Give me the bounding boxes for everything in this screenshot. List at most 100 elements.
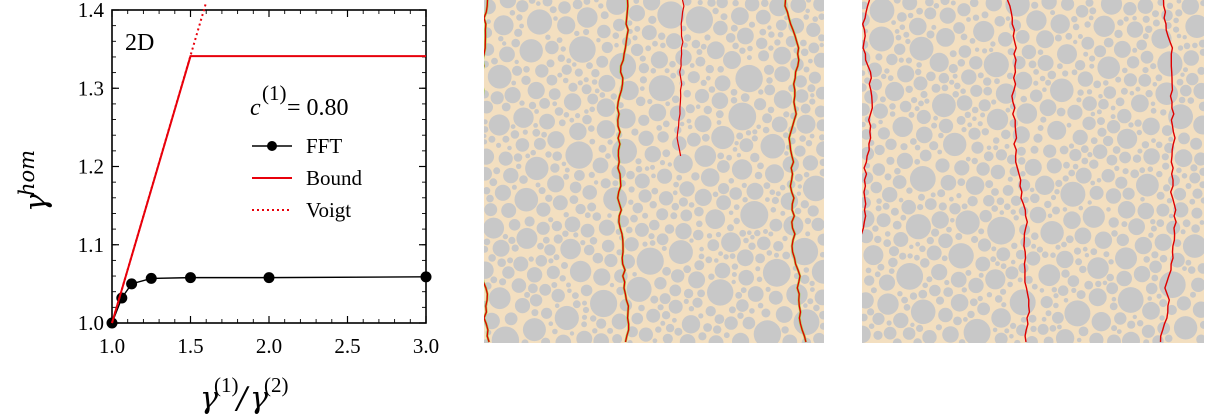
inclusion — [1009, 19, 1022, 32]
inclusion — [486, 19, 491, 24]
inclusion — [695, 104, 701, 109]
inclusion — [712, 7, 719, 15]
inclusion — [644, 166, 650, 171]
inclusion — [577, 80, 583, 86]
inclusion — [819, 158, 824, 167]
inclusion — [1117, 128, 1138, 149]
inclusion — [794, 145, 806, 157]
inclusion — [1117, 108, 1132, 124]
inclusion — [937, 149, 943, 155]
inclusion — [649, 219, 660, 231]
inclusion — [504, 312, 518, 326]
inclusion — [535, 182, 541, 188]
inclusion — [632, 202, 644, 214]
inclusion — [916, 324, 924, 332]
inclusion — [796, 191, 802, 196]
inclusion — [484, 133, 487, 139]
inclusion — [929, 284, 941, 297]
inclusion — [1111, 325, 1118, 332]
inclusion — [819, 251, 824, 258]
inclusion — [743, 237, 749, 244]
inclusion — [1091, 312, 1112, 332]
series-line-voigt — [111, 1, 208, 324]
inclusion — [667, 162, 672, 167]
inclusion — [656, 233, 669, 246]
inclusion — [740, 93, 750, 102]
inclusion — [671, 95, 680, 104]
inclusion — [523, 66, 530, 73]
inclusion — [1200, 0, 1204, 7]
inclusion — [771, 116, 788, 133]
inclusion — [1106, 282, 1119, 295]
inclusion — [604, 253, 618, 268]
inclusion — [991, 205, 998, 212]
crack-path — [1006, 0, 1031, 343]
inclusion — [530, 149, 536, 156]
inclusion — [1174, 149, 1193, 168]
inclusion — [872, 103, 889, 119]
inclusion — [736, 249, 754, 267]
inclusion — [803, 14, 809, 20]
inclusion — [763, 64, 775, 75]
inclusion — [887, 75, 894, 81]
x-tick-label: 1.0 — [99, 334, 125, 358]
inclusion — [736, 299, 749, 312]
inclusion — [516, 0, 529, 13]
inclusion — [1040, 296, 1053, 309]
inclusion — [1164, 334, 1173, 343]
inclusion — [514, 298, 531, 314]
inclusion — [557, 72, 563, 78]
inclusion — [582, 185, 597, 200]
inclusion — [1161, 9, 1173, 22]
inclusion — [680, 209, 693, 222]
inclusion — [1036, 246, 1043, 253]
inclusion — [960, 33, 968, 41]
inclusion — [652, 40, 658, 47]
inclusion — [572, 292, 579, 299]
inclusion — [583, 77, 589, 83]
inclusion — [662, 120, 670, 128]
inclusion — [634, 222, 649, 237]
inclusion — [983, 52, 1009, 78]
fft-point — [145, 272, 157, 284]
inclusion — [717, 152, 725, 160]
inclusion — [883, 326, 897, 340]
inclusion — [905, 85, 913, 94]
inclusion — [545, 40, 559, 55]
inclusion — [929, 52, 949, 72]
inclusion — [970, 84, 983, 97]
inclusion — [1067, 275, 1080, 287]
inclusion — [705, 306, 716, 317]
inclusion — [1001, 302, 1007, 308]
inclusion — [1109, 302, 1118, 311]
inclusion — [1176, 0, 1182, 4]
inclusion — [499, 0, 517, 9]
inclusion — [593, 180, 599, 185]
inclusion — [484, 187, 491, 195]
inclusion — [978, 99, 991, 112]
inclusion — [784, 151, 789, 156]
inclusion — [1063, 298, 1069, 303]
inclusion — [658, 32, 666, 40]
inclusion — [1105, 188, 1122, 204]
inclusion — [1007, 281, 1013, 288]
inclusion — [635, 96, 646, 107]
inclusion — [1044, 200, 1052, 209]
inclusion — [581, 321, 587, 328]
inclusion — [1078, 205, 1084, 211]
inclusion — [990, 256, 997, 263]
inclusion — [1162, 162, 1170, 170]
inclusion — [508, 236, 516, 244]
inclusion — [935, 324, 943, 331]
inclusion — [726, 154, 732, 161]
inclusion — [1137, 148, 1143, 154]
legend-fft-label: FFT — [306, 134, 342, 158]
inclusion — [606, 0, 628, 15]
inclusion — [780, 210, 786, 216]
inclusion — [1071, 287, 1077, 293]
inclusion — [1103, 37, 1114, 48]
inclusion — [502, 41, 507, 46]
inclusion — [1122, 187, 1135, 200]
inclusion — [963, 317, 968, 322]
inclusion — [1073, 39, 1078, 45]
